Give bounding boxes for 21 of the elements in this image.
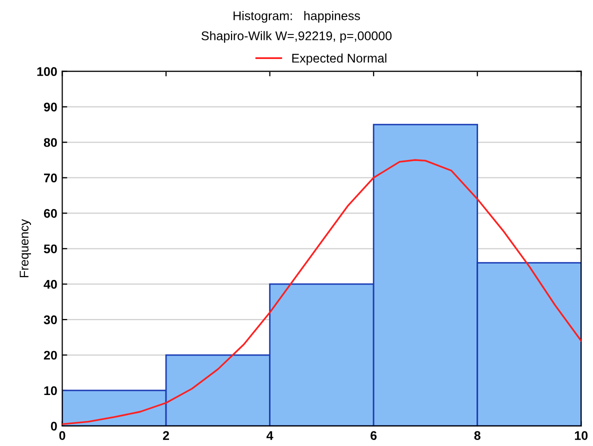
y-axis-title: Frequency: [20, 219, 31, 278]
y-tick-label: 20: [44, 350, 57, 360]
x-tick-label: 8: [474, 431, 480, 440]
x-tick-label: 6: [370, 431, 377, 440]
y-tick-label: 30: [44, 315, 57, 324]
y-tick-label: 40: [44, 280, 57, 289]
chart-subtitle: Shapiro-Wilk W=,92219, p=,00000: [202, 31, 392, 43]
legend-label: Expected Normal: [292, 53, 386, 66]
y-tick-label: 60: [44, 208, 57, 218]
x-tick-label: 4: [266, 431, 274, 440]
y-tick-label: 50: [44, 244, 57, 254]
y-tick-label: 100: [37, 67, 57, 76]
y-tick-label: 80: [44, 138, 57, 147]
y-tick-label: 70: [44, 174, 57, 182]
chart-title: Histogram: happiness: [234, 11, 360, 23]
y-tick-label: 90: [44, 102, 57, 112]
y-tick-label: 10: [44, 386, 57, 396]
x-tick-label: 10: [574, 431, 588, 440]
y-tick-label: 0: [50, 422, 57, 431]
x-tick-label: 0: [59, 431, 66, 440]
x-tick-label: 2: [163, 431, 170, 440]
